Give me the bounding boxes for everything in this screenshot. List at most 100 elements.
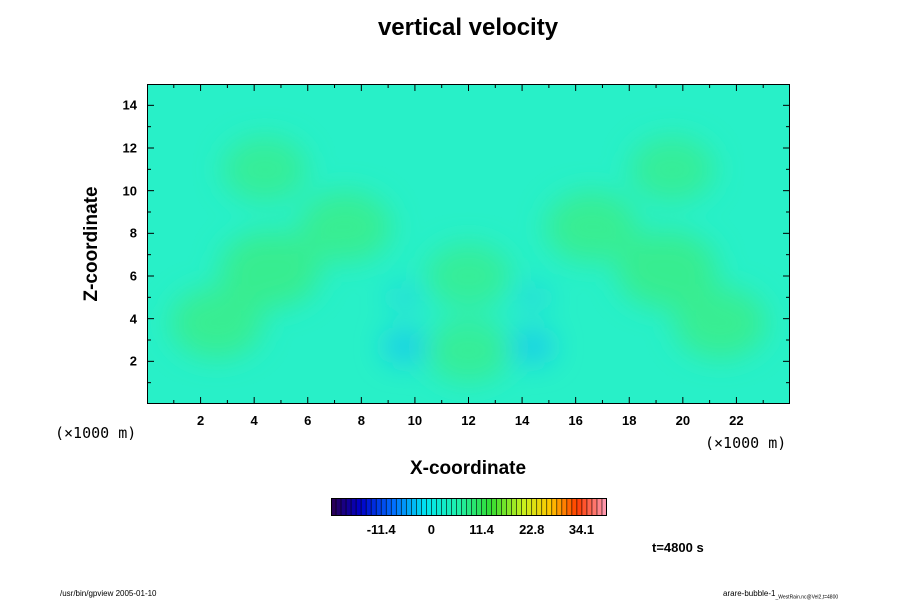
colorbar-cell (446, 498, 452, 516)
y-tick-label: 12 (122, 140, 137, 156)
footer-file: arare-bubble-1_WestRain.nc@Vel2,t=4800 (723, 589, 838, 601)
field-feature-3 (545, 191, 638, 262)
x-tick-label: 18 (622, 413, 637, 428)
colorbar-tick-label: 22.8 (519, 522, 545, 537)
colorbar-cell (586, 498, 593, 516)
y-tick-label: 8 (129, 225, 137, 241)
field-feature-7 (426, 318, 511, 383)
colorbar-cell (531, 498, 537, 516)
colorbar-cell (511, 498, 517, 516)
colorbar-cell (341, 498, 347, 516)
colorbar-cell (371, 498, 377, 516)
field-feature-8 (222, 137, 307, 202)
x-tick-label: 22 (729, 413, 744, 428)
colorbar-frame (331, 498, 607, 516)
colorbar-cell (581, 498, 588, 516)
colorbar-cell (596, 498, 603, 516)
colorbar-tick-label: 34.1 (568, 522, 595, 537)
colorbar-cell (591, 498, 598, 516)
x-tick-label: 16 (568, 413, 583, 428)
colorbar-cell (366, 498, 372, 516)
colorbar-cell (471, 498, 477, 516)
colorbar-cell (486, 498, 492, 516)
colorbar-cell (551, 498, 558, 516)
field-feature-5 (674, 287, 767, 358)
field-feature-2 (299, 191, 392, 262)
x-tick-label: 14 (514, 413, 530, 428)
colorbar-cell (521, 498, 527, 516)
colorbar-cell (396, 498, 402, 516)
y-axis-unit: (×1000 m) (55, 424, 137, 442)
colorbar-cell (546, 498, 552, 516)
field-feature-12 (388, 285, 421, 310)
colorbar-cell (526, 498, 532, 516)
colorbar-cell (491, 498, 497, 516)
colorbar-cell (601, 498, 607, 516)
colorbar-tick-label: -11.4 (366, 522, 396, 537)
colorbar-cell (386, 498, 392, 516)
colorbar-cell (361, 498, 367, 516)
field-feature-6 (426, 244, 511, 308)
footer-program: /usr/bin/gpview 2005-01-10 (60, 589, 157, 598)
colorbar-cell (336, 498, 342, 516)
y-tick-label: 2 (129, 353, 137, 369)
x-tick-label: 6 (304, 413, 312, 428)
y-tick-label: 6 (129, 268, 137, 284)
colorbar-cell (351, 498, 357, 516)
colorbar-cell (496, 498, 502, 516)
field-feature-9 (630, 137, 715, 202)
colorbar-cell (536, 498, 542, 516)
colorbar-cell (346, 498, 352, 516)
colorbar-cell (571, 498, 578, 516)
colorbar-cell (391, 498, 397, 516)
x-tick-label: 8 (357, 413, 365, 428)
field-feature-0 (220, 231, 321, 308)
field-feature-10 (383, 329, 426, 364)
colorbar-cell (561, 498, 568, 516)
colorbar-cell (461, 498, 467, 516)
x-tick-label: 20 (675, 413, 691, 428)
colorbar-cell (576, 498, 583, 516)
colorbar-cell (436, 498, 442, 516)
colorbar-cell (556, 498, 563, 516)
time-label: t=4800 s (652, 540, 704, 555)
colorbar-cell (401, 498, 407, 516)
field-feature-11 (511, 329, 554, 364)
colorbar-cell (416, 498, 422, 516)
colorbar-cell (441, 498, 447, 516)
colorbar-tick-label: 11.4 (469, 522, 494, 537)
colorbar (331, 498, 607, 516)
colorbar-cell (501, 498, 507, 516)
colorbar-cell (381, 498, 387, 516)
colorbar-cell (426, 498, 432, 516)
chart-title: vertical velocity (377, 14, 559, 41)
colorbar-cell (466, 498, 472, 516)
y-tick-label: 10 (122, 183, 137, 199)
colorbar-cell (331, 498, 337, 516)
colorbar-cell (476, 498, 482, 516)
field-feature-1 (616, 231, 717, 308)
x-tick-label: 4 (250, 413, 258, 428)
field-feature-4 (170, 287, 263, 358)
colorbar-cell (481, 498, 487, 516)
plot-area (147, 84, 790, 404)
footer-file-name: arare-bubble-1 (723, 589, 776, 598)
colorbar-tick-label: 0 (427, 522, 435, 537)
colorbar-cell (411, 498, 417, 516)
colorbar-cell (451, 498, 457, 516)
colorbar-cell (516, 498, 522, 516)
colorbar-cell (376, 498, 382, 516)
colorbar-cell (566, 498, 573, 516)
x-axis-label: X-coordinate (409, 458, 527, 479)
colorbar-cell (506, 498, 512, 516)
y-tick-label: 4 (129, 311, 137, 327)
y-tick-label: 14 (122, 97, 137, 113)
colorbar-cell (431, 498, 437, 516)
footer-file-variable: _WestRain.nc@Vel2,t=4800 (775, 594, 839, 601)
colorbar-cell (356, 498, 362, 516)
x-tick-label: 10 (407, 413, 423, 428)
x-tick-label: 2 (196, 413, 205, 428)
y-axis-label: Z-coordinate (81, 186, 102, 302)
x-axis-unit: (×1000 m) (705, 434, 787, 452)
colorbar-cell (421, 498, 427, 516)
